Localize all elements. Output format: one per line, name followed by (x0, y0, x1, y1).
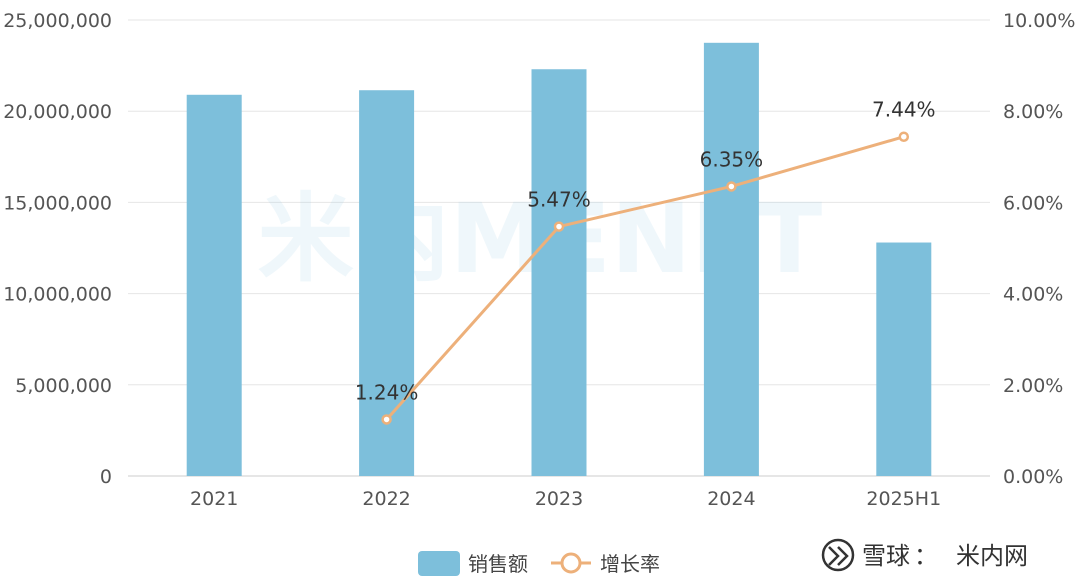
x-tick-label: 2021 (190, 488, 238, 510)
growth-line (385, 135, 905, 421)
bar (703, 42, 759, 477)
y-right-tick-label: 0.00% (1003, 466, 1063, 488)
data-labels: 1.24% 5.47% 6.35% 7.44% (355, 98, 936, 405)
legend-bar-label: 销售额 (468, 552, 528, 576)
y-right-tick-label: 10.00% (1003, 10, 1075, 32)
y-right-tick-label: 4.00% (1003, 284, 1063, 306)
line-data-label: 5.47% (527, 188, 591, 212)
y-right-tick-label: 6.00% (1003, 192, 1063, 214)
footer-brand: 雪球 (862, 542, 910, 570)
snowball-logo-icon (821, 538, 855, 572)
line-point (553, 221, 565, 232)
footer-watermark: 雪球 ： 米内网 (821, 538, 1028, 572)
bar (876, 242, 932, 476)
bar (359, 90, 415, 476)
legend-bar-swatch (418, 551, 460, 576)
y-right-tick-label: 8.00% (1003, 101, 1063, 123)
x-axis: 2021 2022 2023 2024 2025H1 (190, 488, 941, 510)
y-left-tick-label: 25,000,000 (3, 10, 112, 32)
y-axis-left: 0 5,000,000 10,000,000 15,000,000 20,000,000… (3, 10, 112, 488)
line-series (381, 131, 910, 425)
legend-line-marker (560, 552, 582, 574)
y-left-tick-label: 5,000,000 (15, 375, 112, 397)
y-left-tick-label: 0 (100, 466, 112, 488)
line-data-label: 1.24% (355, 380, 419, 404)
line-data-label: 7.44% (872, 98, 936, 122)
line-point (726, 181, 737, 192)
footer-separator: ： (914, 542, 938, 570)
y-left-tick-label: 10,000,000 (3, 284, 112, 306)
y-left-tick-label: 15,000,000 (3, 192, 112, 214)
line-data-label: 6.35% (700, 147, 764, 171)
line-point (381, 414, 392, 425)
x-tick-label: 2022 (362, 488, 410, 510)
legend-line-label: 增长率 (600, 552, 660, 576)
x-tick-label: 2025H1 (866, 488, 941, 510)
bar (186, 94, 242, 476)
x-tick-label: 2024 (707, 488, 755, 510)
y-axis-right: 0.00% 2.00% 4.00% 6.00% 8.00% 10.00% (1003, 10, 1075, 488)
y-right-tick-label: 2.00% (1003, 375, 1063, 397)
legend: 销售额 增长率 (418, 551, 660, 576)
bar (531, 69, 587, 477)
footer-author: 米内网 (956, 542, 1028, 570)
x-tick-label: 2023 (535, 488, 583, 510)
line-point (898, 131, 910, 142)
bar-series (186, 42, 932, 477)
y-left-tick-label: 20,000,000 (3, 101, 112, 123)
